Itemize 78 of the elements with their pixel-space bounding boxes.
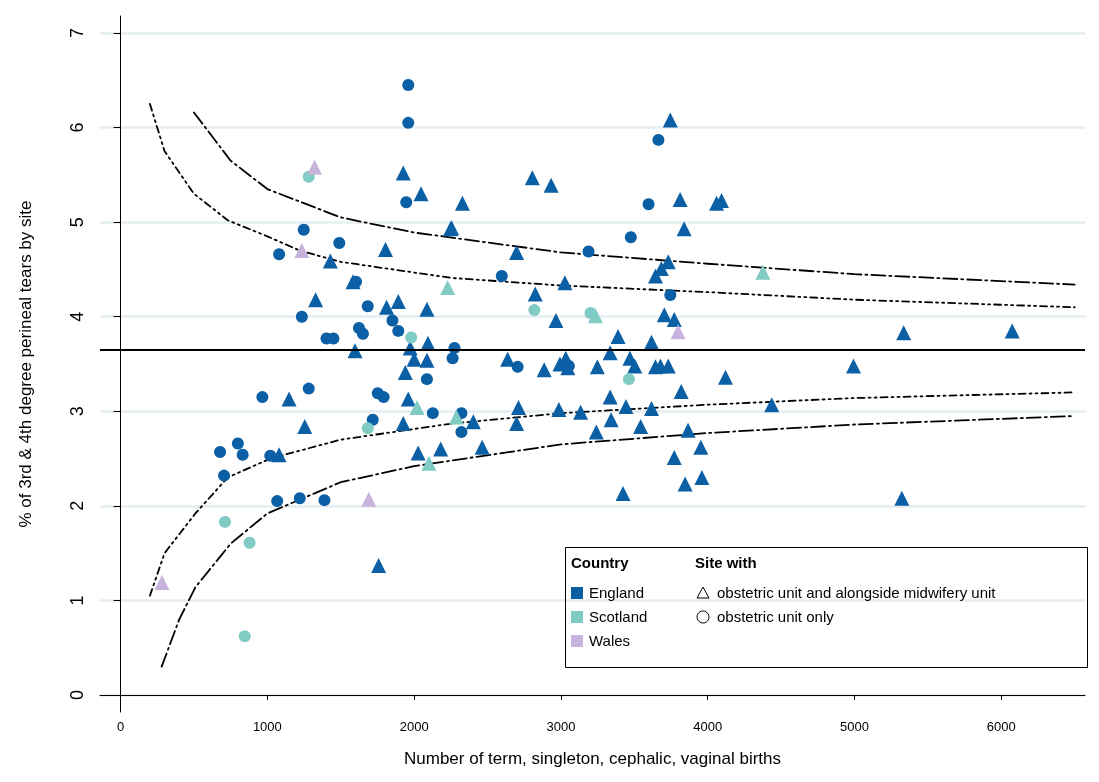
point bbox=[420, 373, 433, 386]
x-tick-label: 4000 bbox=[693, 719, 723, 734]
x-tick-label: 2000 bbox=[399, 719, 429, 734]
point bbox=[256, 391, 269, 404]
y-tick-label: 4 bbox=[67, 311, 87, 322]
point bbox=[273, 248, 286, 261]
line-series bbox=[149, 103, 1076, 309]
line-series bbox=[193, 111, 1076, 286]
point bbox=[377, 391, 390, 404]
y-tick-label: 6 bbox=[67, 122, 87, 133]
annotation: obstetric unit and alongside midwifery unit bbox=[717, 584, 997, 601]
point bbox=[624, 231, 637, 244]
point bbox=[670, 324, 686, 340]
legend-label: Scotland bbox=[589, 608, 648, 625]
point bbox=[455, 426, 468, 439]
point bbox=[318, 494, 331, 507]
point bbox=[366, 413, 379, 426]
annotation: Site with bbox=[695, 554, 757, 571]
x-tick-label: 0 bbox=[116, 719, 125, 734]
y-tick-label: 3 bbox=[67, 406, 87, 417]
point bbox=[409, 400, 425, 415]
point bbox=[664, 288, 677, 301]
y-axis-title: % of 3rd & 4th degree perineal tears by site bbox=[16, 200, 35, 528]
point bbox=[361, 491, 377, 507]
point bbox=[238, 630, 251, 643]
point bbox=[264, 449, 277, 462]
point bbox=[333, 236, 346, 249]
x-tick-label: 5000 bbox=[840, 719, 869, 734]
point bbox=[294, 243, 310, 259]
legend-label: Wales bbox=[589, 632, 631, 649]
point bbox=[652, 133, 665, 146]
x-tick-label: 1000 bbox=[252, 719, 282, 734]
point bbox=[214, 445, 227, 458]
y-tick-label: 1 bbox=[67, 595, 87, 606]
point bbox=[271, 495, 284, 508]
point bbox=[154, 574, 170, 590]
point bbox=[218, 469, 231, 482]
y-tick-label: 2 bbox=[67, 500, 87, 511]
x-tick-label: 6000 bbox=[986, 719, 1016, 734]
y-tick-label: 7 bbox=[67, 28, 87, 39]
point bbox=[755, 264, 771, 280]
point bbox=[297, 223, 310, 236]
x-tick-label: 3000 bbox=[546, 719, 576, 734]
point bbox=[386, 314, 399, 327]
point bbox=[528, 304, 541, 317]
point bbox=[218, 515, 231, 528]
point bbox=[361, 300, 374, 313]
point bbox=[495, 270, 508, 283]
point bbox=[426, 407, 439, 420]
point bbox=[236, 448, 249, 461]
point bbox=[302, 382, 315, 395]
point bbox=[392, 324, 405, 337]
point bbox=[350, 275, 363, 288]
point bbox=[440, 279, 456, 295]
legend-label: England bbox=[589, 584, 645, 601]
point bbox=[421, 455, 437, 471]
point bbox=[243, 536, 256, 549]
point bbox=[446, 352, 459, 365]
annotation: obstetric unit only bbox=[717, 608, 835, 625]
point bbox=[622, 373, 635, 386]
y-tick-label: 0 bbox=[67, 689, 87, 700]
point bbox=[402, 116, 415, 129]
point bbox=[582, 245, 595, 258]
point bbox=[356, 327, 369, 340]
point bbox=[405, 331, 418, 344]
point bbox=[293, 492, 306, 505]
point bbox=[642, 198, 655, 211]
point bbox=[361, 422, 374, 435]
point bbox=[448, 409, 464, 425]
x-axis-title: Number of term, singleton, cephalic, vaginal births bbox=[403, 749, 782, 768]
point bbox=[231, 437, 244, 450]
point bbox=[400, 196, 413, 209]
y-tick-label: 5 bbox=[67, 217, 87, 228]
legend-title: Country bbox=[571, 554, 630, 571]
point bbox=[511, 360, 524, 373]
point bbox=[307, 159, 323, 175]
point bbox=[295, 310, 308, 323]
point bbox=[402, 79, 415, 92]
